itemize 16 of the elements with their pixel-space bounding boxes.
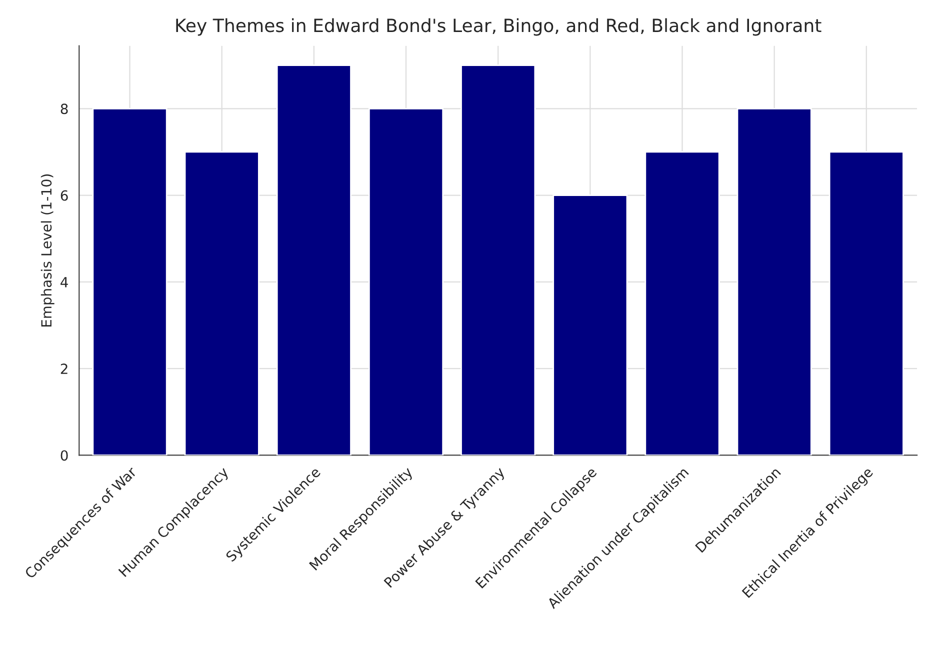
bar — [644, 151, 720, 456]
y-tick-label: 2 — [60, 364, 68, 374]
y-axis-title: Emphasis Level (1-10) — [40, 174, 54, 326]
bar — [828, 151, 904, 456]
bar — [276, 64, 352, 456]
bar — [92, 108, 168, 456]
y-tick-label: 0 — [60, 450, 68, 461]
y-tick-label: 6 — [60, 190, 68, 201]
y-tick-label: 4 — [60, 277, 68, 288]
chart-title: Key Themes in Edward Bond's Lear, Bingo, and Red, Black and Ignorant — [176, 18, 822, 36]
y-tick-label: 8 — [60, 104, 68, 114]
bar — [184, 151, 260, 456]
bar — [552, 194, 628, 456]
bar — [460, 64, 536, 456]
bar — [736, 108, 812, 456]
bar — [368, 108, 444, 456]
